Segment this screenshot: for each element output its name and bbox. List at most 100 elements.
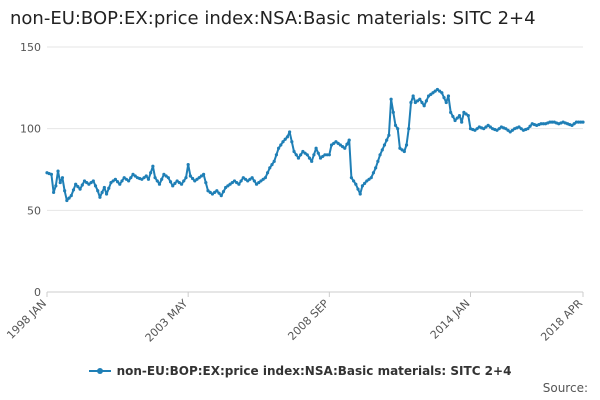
data-point[interactable] bbox=[186, 163, 190, 167]
data-point[interactable] bbox=[358, 192, 362, 196]
data-point[interactable] bbox=[124, 177, 129, 181]
data-point[interactable] bbox=[184, 176, 188, 180]
data-point[interactable] bbox=[570, 123, 574, 127]
data-point[interactable] bbox=[69, 194, 73, 198]
data-point[interactable] bbox=[451, 114, 455, 119]
data-point[interactable] bbox=[495, 128, 499, 132]
data-point[interactable] bbox=[398, 146, 402, 150]
data-point[interactable] bbox=[166, 176, 170, 180]
data-point[interactable] bbox=[508, 130, 512, 134]
data-point[interactable] bbox=[409, 100, 413, 105]
data-point[interactable] bbox=[96, 189, 100, 193]
data-point[interactable] bbox=[356, 187, 360, 191]
data-point[interactable] bbox=[539, 122, 543, 126]
data-point[interactable] bbox=[215, 189, 219, 193]
data-point[interactable] bbox=[301, 149, 305, 154]
data-point[interactable] bbox=[475, 127, 479, 131]
data-point[interactable] bbox=[80, 183, 84, 187]
data-point[interactable] bbox=[462, 110, 466, 114]
data-point[interactable] bbox=[164, 174, 168, 178]
data-point[interactable] bbox=[420, 100, 424, 105]
data-point[interactable] bbox=[155, 179, 159, 183]
data-point[interactable] bbox=[486, 123, 490, 127]
data-point[interactable] bbox=[239, 179, 243, 183]
data-point[interactable] bbox=[60, 176, 65, 180]
data-point[interactable] bbox=[484, 125, 488, 129]
data-point[interactable] bbox=[382, 143, 387, 147]
data-point[interactable] bbox=[175, 179, 179, 183]
data-point[interactable] bbox=[517, 125, 521, 129]
data-point[interactable] bbox=[442, 96, 446, 100]
data-point[interactable] bbox=[199, 174, 204, 178]
data-point[interactable] bbox=[56, 169, 60, 173]
data-point[interactable] bbox=[279, 143, 283, 147]
data-point[interactable] bbox=[263, 176, 267, 180]
data-point[interactable] bbox=[87, 182, 91, 186]
data-point[interactable] bbox=[504, 127, 508, 131]
data-point[interactable] bbox=[162, 172, 166, 176]
data-point[interactable] bbox=[206, 189, 210, 193]
data-point[interactable] bbox=[179, 182, 184, 186]
data-point[interactable] bbox=[528, 124, 532, 128]
data-point[interactable] bbox=[71, 188, 76, 192]
data-point[interactable] bbox=[140, 177, 144, 181]
data-point[interactable] bbox=[54, 184, 58, 188]
data-point[interactable] bbox=[232, 179, 237, 183]
data-point[interactable] bbox=[160, 177, 164, 181]
data-point[interactable] bbox=[400, 148, 404, 152]
data-point[interactable] bbox=[115, 180, 120, 184]
data-point[interactable] bbox=[252, 179, 256, 183]
data-point[interactable] bbox=[327, 153, 331, 157]
legend[interactable]: non-EU:BOP:EX:price index:NSA:Basic mate… bbox=[0, 364, 600, 378]
data-point[interactable] bbox=[248, 177, 252, 181]
data-point[interactable] bbox=[241, 176, 245, 180]
data-point[interactable] bbox=[371, 171, 376, 175]
data-point[interactable] bbox=[541, 122, 545, 126]
data-point[interactable] bbox=[270, 163, 274, 167]
data-point[interactable] bbox=[246, 179, 250, 183]
data-point[interactable] bbox=[111, 179, 115, 183]
data-point[interactable] bbox=[265, 171, 270, 175]
data-point[interactable] bbox=[228, 182, 232, 186]
data-point[interactable] bbox=[424, 99, 428, 103]
data-point[interactable] bbox=[283, 137, 287, 141]
data-point[interactable] bbox=[438, 89, 442, 93]
data-point[interactable] bbox=[349, 176, 353, 180]
data-point[interactable] bbox=[272, 159, 276, 163]
data-point[interactable] bbox=[85, 180, 89, 185]
data-point[interactable] bbox=[363, 181, 367, 185]
data-point[interactable] bbox=[510, 128, 515, 132]
data-point[interactable] bbox=[221, 189, 226, 194]
data-point[interactable] bbox=[259, 179, 263, 183]
data-point[interactable] bbox=[173, 181, 177, 185]
data-point[interactable] bbox=[316, 151, 320, 155]
data-point[interactable] bbox=[310, 159, 314, 163]
data-point[interactable] bbox=[285, 135, 290, 139]
data-point[interactable] bbox=[340, 145, 345, 149]
data-point[interactable] bbox=[352, 179, 356, 183]
data-point[interactable] bbox=[488, 125, 492, 129]
data-point[interactable] bbox=[407, 127, 411, 131]
data-point[interactable] bbox=[473, 128, 477, 132]
data-point[interactable] bbox=[274, 153, 278, 157]
data-point[interactable] bbox=[281, 140, 285, 144]
data-point[interactable] bbox=[67, 196, 71, 200]
data-point[interactable] bbox=[418, 97, 422, 101]
data-point[interactable] bbox=[107, 186, 111, 190]
data-point[interactable] bbox=[49, 172, 54, 176]
data-point[interactable] bbox=[374, 166, 378, 170]
data-point[interactable] bbox=[347, 138, 351, 142]
data-point[interactable] bbox=[431, 91, 435, 95]
data-point[interactable] bbox=[325, 153, 329, 157]
data-point[interactable] bbox=[455, 116, 459, 120]
data-point[interactable] bbox=[466, 114, 470, 118]
data-point[interactable] bbox=[449, 110, 453, 114]
data-point[interactable] bbox=[334, 140, 338, 144]
data-point[interactable] bbox=[109, 180, 113, 185]
data-point[interactable] bbox=[305, 153, 309, 157]
data-point[interactable] bbox=[307, 156, 312, 160]
data-point[interactable] bbox=[393, 123, 398, 127]
data-point[interactable] bbox=[151, 164, 155, 168]
data-point[interactable] bbox=[367, 177, 371, 181]
data-point[interactable] bbox=[144, 174, 148, 178]
